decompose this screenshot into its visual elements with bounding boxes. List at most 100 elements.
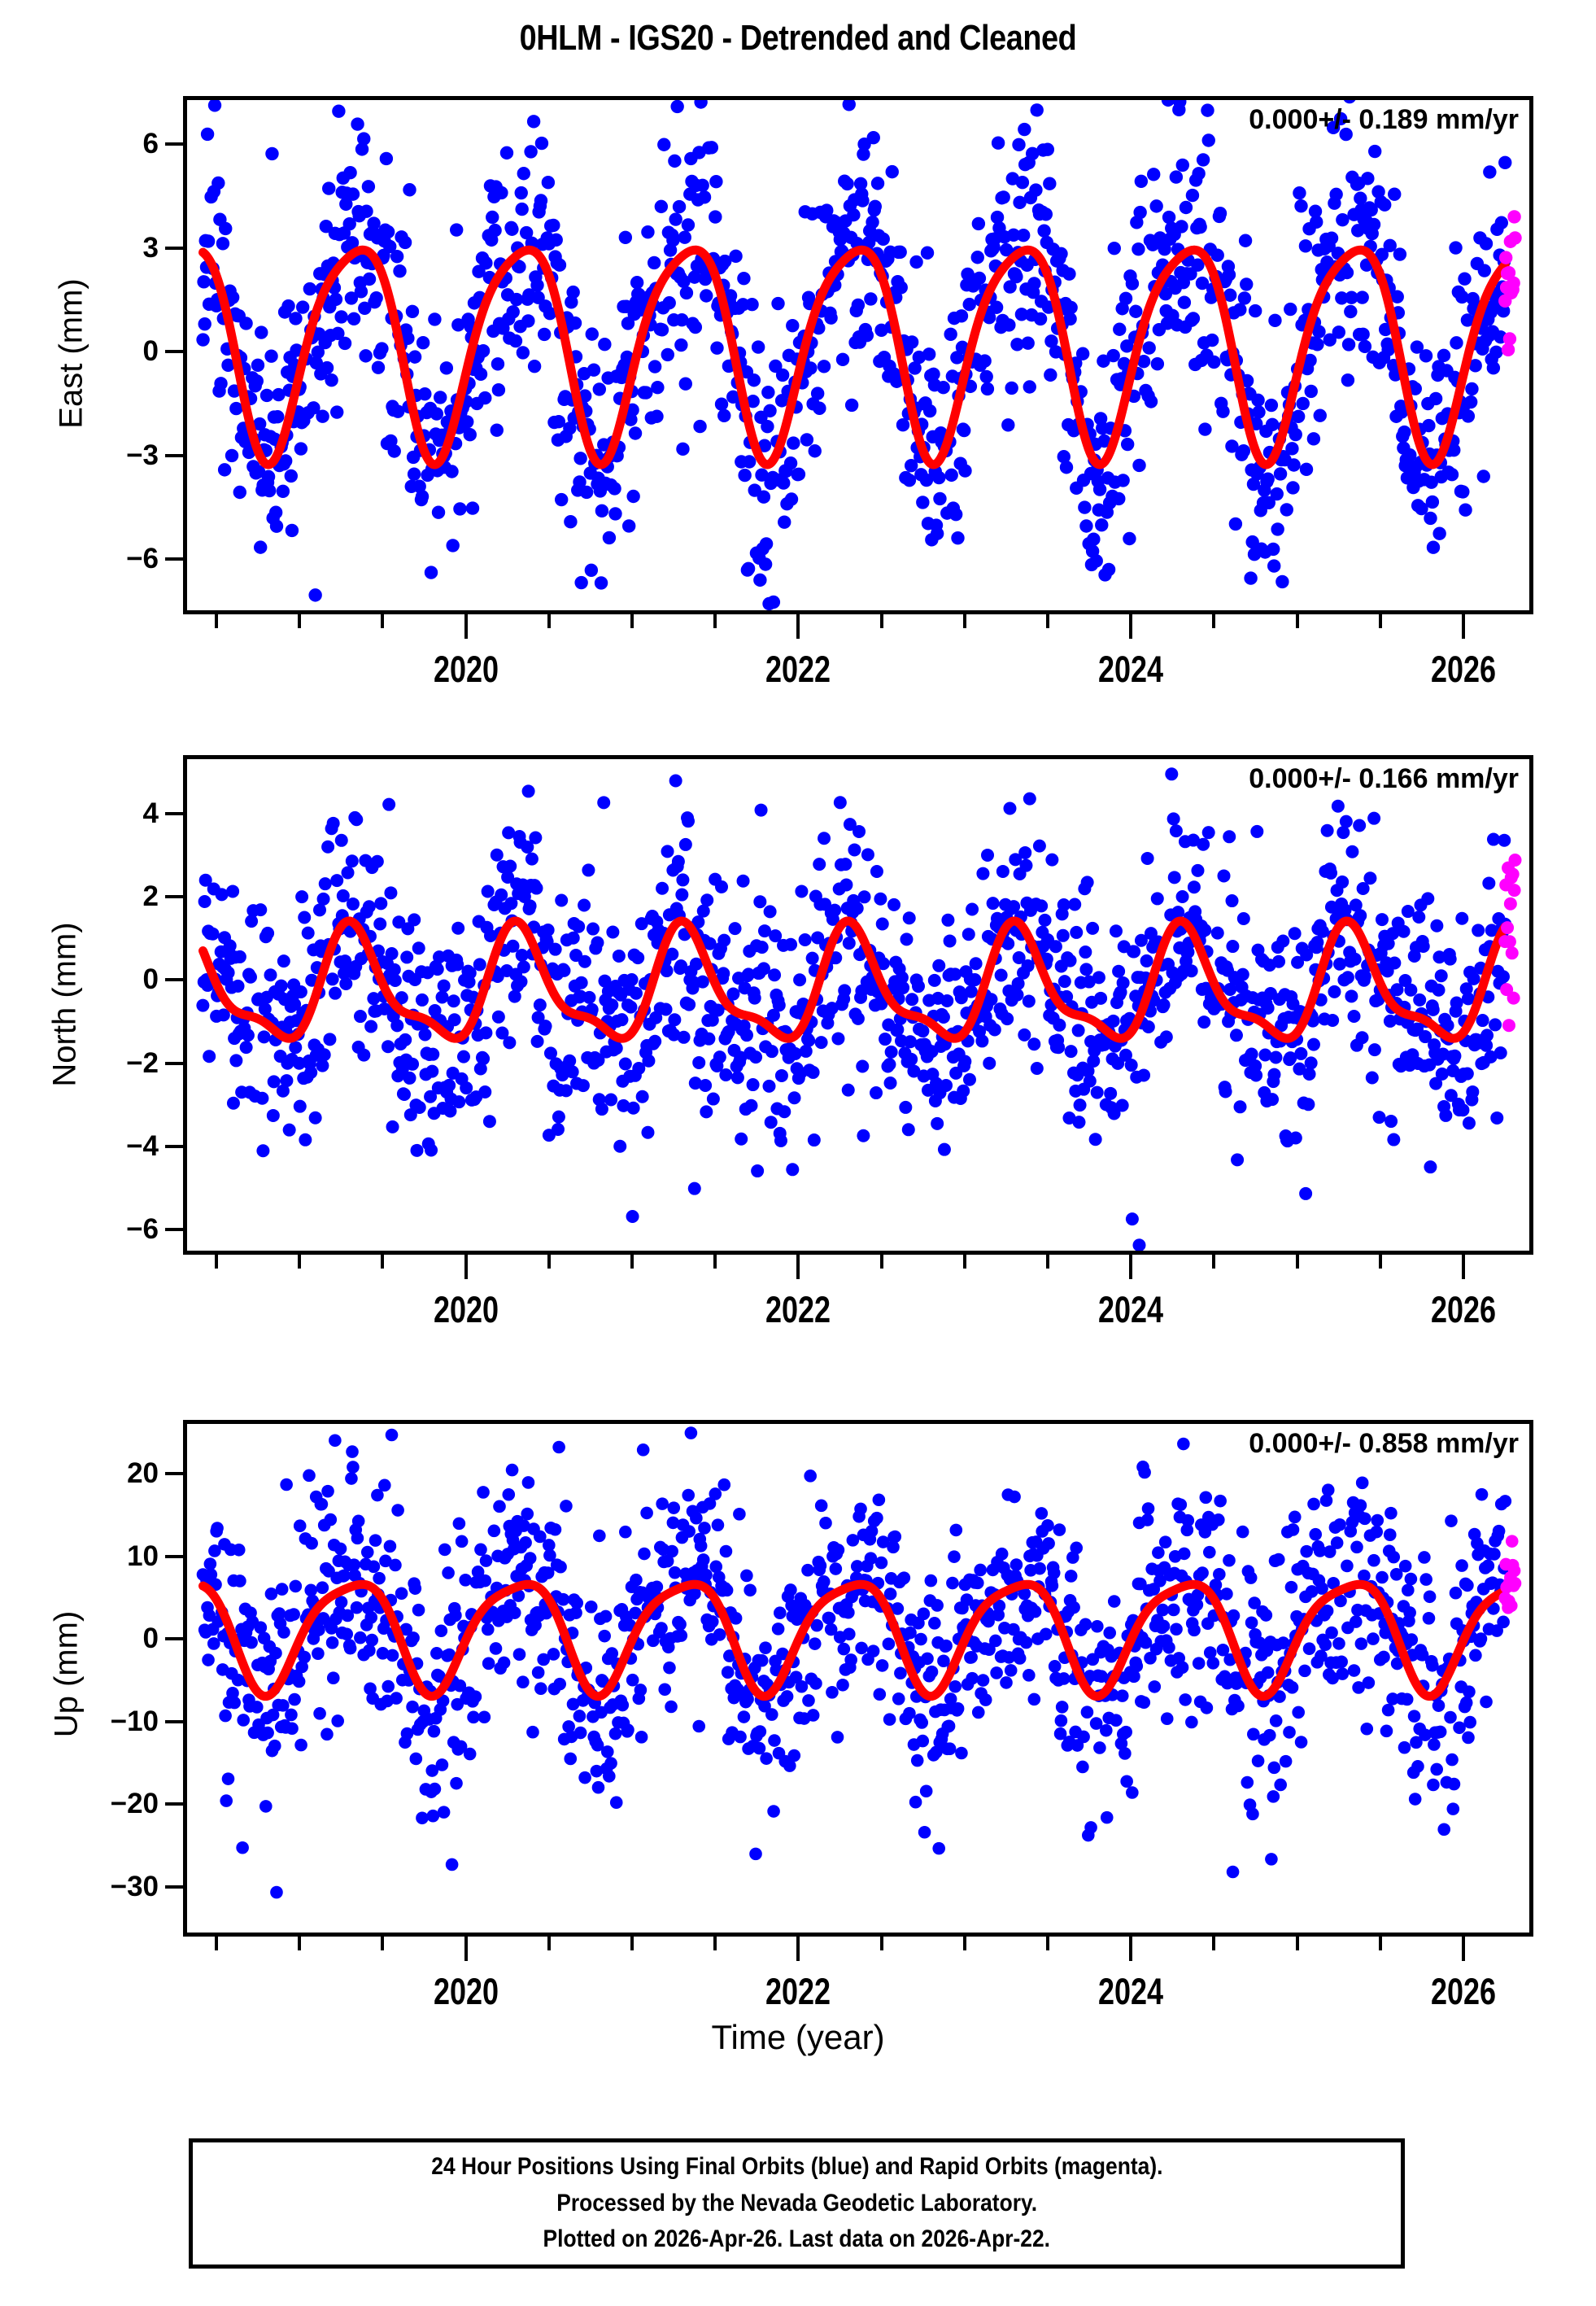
y-tick-label: 6 xyxy=(142,128,159,160)
y-tick-label: −2 xyxy=(126,1046,159,1079)
y-tick xyxy=(165,1144,183,1148)
x-tick-major xyxy=(464,614,468,639)
up-axes-frame xyxy=(183,1420,1533,1937)
rapid-orbit-points xyxy=(1498,854,1522,1033)
x-tick-minor xyxy=(298,614,302,628)
north-plot-area xyxy=(196,767,1522,1252)
y-tick-label: −10 xyxy=(110,1705,159,1737)
y-tick-label: −30 xyxy=(110,1871,159,1903)
x-tick-major xyxy=(464,1255,468,1279)
x-tick-minor xyxy=(630,1255,634,1269)
y-tick xyxy=(165,1719,183,1723)
x-tick-minor xyxy=(1212,1255,1216,1269)
x-tick-major xyxy=(796,614,800,639)
x-tick-major xyxy=(796,1937,800,1961)
y-tick xyxy=(165,1802,183,1806)
x-tick-minor xyxy=(1295,1937,1299,1950)
x-tick-label: 2020 xyxy=(433,1289,499,1330)
x-tick-minor xyxy=(214,1255,218,1269)
x-tick-minor xyxy=(214,1937,218,1950)
north-axes-frame xyxy=(183,755,1533,1255)
x-tick-minor xyxy=(1046,614,1050,628)
y-tick-label: 0 xyxy=(142,1622,159,1655)
x-axis-label: Time (year) xyxy=(711,2018,885,2056)
x-tick-label: 2024 xyxy=(1098,1289,1164,1330)
x-tick-minor xyxy=(1462,614,1466,628)
y-tick xyxy=(165,1885,183,1889)
x-tick-minor xyxy=(1378,1255,1382,1269)
x-tick-minor xyxy=(1046,1255,1050,1269)
y-tick-label: 10 xyxy=(127,1540,159,1572)
model-fit-line xyxy=(198,916,1510,1043)
x-tick-minor xyxy=(713,1937,717,1950)
x-tick-major xyxy=(1129,1255,1133,1279)
x-tick-minor xyxy=(1462,1937,1466,1950)
y-tick xyxy=(165,1061,183,1065)
footer-line-1: 24 Hour Positions Using Final Orbits (bl… xyxy=(430,2153,1163,2181)
y-tick-label: 20 xyxy=(127,1457,159,1490)
y-tick xyxy=(165,1554,183,1558)
y-tick-label: −6 xyxy=(126,1213,159,1246)
x-tick-major xyxy=(1129,1937,1133,1961)
up-rate-annotation: 0.000+/- 0.858 mm/yr xyxy=(1249,1428,1519,1459)
y-tick xyxy=(165,1637,183,1641)
east-axes-frame xyxy=(183,96,1533,614)
x-tick-label: 2024 xyxy=(1098,1971,1164,2012)
x-tick-label: 2020 xyxy=(433,649,499,690)
footer-line-2: Processed by the Nevada Geodetic Laborat… xyxy=(556,2189,1037,2216)
x-tick-label: 2026 xyxy=(1431,649,1497,690)
y-tick-label: 0 xyxy=(142,335,159,368)
x-tick-minor xyxy=(214,614,218,628)
x-tick-label: 2022 xyxy=(765,1289,831,1330)
figure-footer-box: 24 Hour Positions Using Final Orbits (bl… xyxy=(189,2138,1405,2269)
x-tick-minor xyxy=(381,1255,385,1269)
y-tick xyxy=(165,1472,183,1476)
x-tick-minor xyxy=(547,1255,551,1269)
x-tick-label: 2022 xyxy=(765,1971,831,2012)
x-tick-minor xyxy=(962,614,966,628)
y-tick-label: −4 xyxy=(126,1129,159,1162)
x-tick-minor xyxy=(1378,1937,1382,1950)
x-tick-label: 2020 xyxy=(433,1971,499,2012)
x-tick-minor xyxy=(879,614,883,628)
x-tick-major xyxy=(464,1937,468,1961)
footer-line-3: Plotted on 2026-Apr-26. Last data on 202… xyxy=(543,2225,1051,2253)
x-tick-minor xyxy=(1046,1937,1050,1950)
y-tick xyxy=(165,350,183,354)
x-tick-label: 2022 xyxy=(765,649,831,690)
figure-title: 0HLM - IGS20 - Detrended and Cleaned xyxy=(519,18,1077,58)
rapid-orbit-points xyxy=(1498,1535,1522,1614)
y-tick-label: −20 xyxy=(110,1788,159,1820)
x-tick-minor xyxy=(1212,1937,1216,1950)
x-tick-major xyxy=(796,1255,800,1279)
model-fit-line xyxy=(198,1579,1510,1701)
x-tick-minor xyxy=(962,1255,966,1269)
x-tick-minor xyxy=(547,614,551,628)
x-tick-minor xyxy=(713,1255,717,1269)
x-tick-minor xyxy=(381,614,385,628)
up-plot-area xyxy=(196,1426,1522,1899)
y-tick xyxy=(165,894,183,898)
panel-north: 0.000+/- 0.166 mm/yr 4 2 0 −2 −4 −6 2020 2022 20… xyxy=(126,755,1533,1330)
x-tick-minor xyxy=(879,1937,883,1950)
x-tick-minor xyxy=(1462,1255,1466,1269)
y-tick-label: −6 xyxy=(126,543,159,575)
x-tick-minor xyxy=(298,1255,302,1269)
x-tick-minor xyxy=(713,614,717,628)
y-tick-label: 3 xyxy=(142,231,159,264)
north-rate-annotation: 0.000+/- 0.166 mm/yr xyxy=(1249,763,1519,794)
x-tick-minor xyxy=(630,1937,634,1950)
x-tick-major xyxy=(1129,614,1133,639)
x-tick-minor xyxy=(381,1937,385,1950)
east-y-axis-label: East (mm) xyxy=(53,278,89,429)
x-tick-label: 2024 xyxy=(1098,649,1164,690)
east-rate-annotation: 0.000+/- 0.189 mm/yr xyxy=(1249,104,1519,135)
model-fit-line xyxy=(198,245,1510,469)
y-tick-label: 2 xyxy=(142,880,159,912)
y-tick xyxy=(165,811,183,815)
east-plot-area xyxy=(196,96,1522,611)
y-tick-label: 4 xyxy=(142,797,159,829)
x-tick-minor xyxy=(1295,614,1299,628)
x-tick-minor xyxy=(879,1255,883,1269)
